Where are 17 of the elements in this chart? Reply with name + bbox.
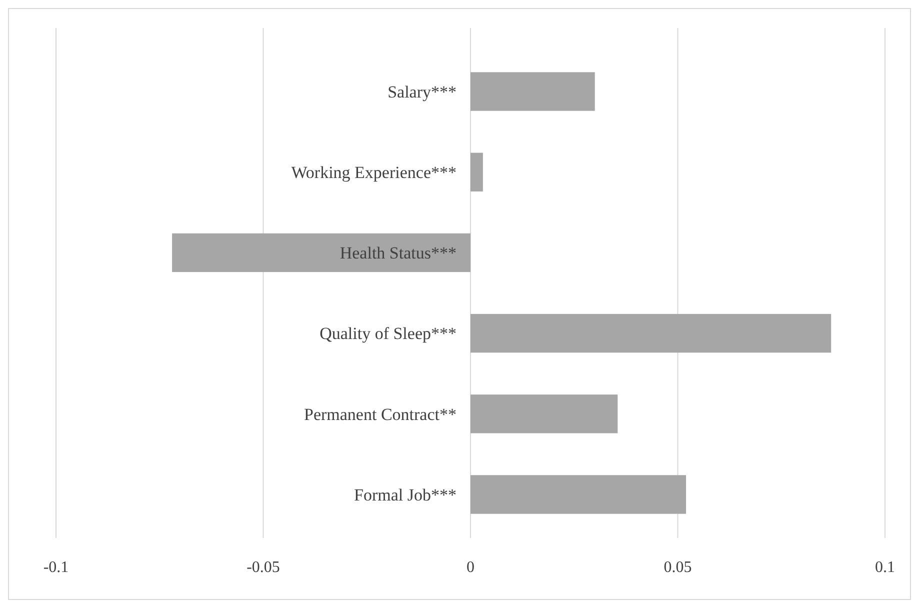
y-tick-label: Salary*** [388,82,456,102]
bar [470,72,595,111]
bar [470,314,832,353]
y-tick-label: Formal Job*** [354,485,456,504]
bar [172,233,470,272]
x-tick-label: 0.1 [875,559,895,576]
y-tick-label: Permanent Contract** [304,404,456,424]
x-tick-label: -0.1 [43,559,69,576]
bar [470,394,618,434]
y-tick-label: Working Experience*** [291,163,456,182]
x-tick-label: 0.05 [664,559,692,576]
y-tick-label: Health Status*** [340,244,456,263]
bar [470,152,483,192]
y-tick-label: Quality of Sleep*** [320,324,456,344]
x-tick-label: -0.05 [246,559,280,576]
x-tick-label: 0 [466,559,474,576]
bar [470,475,686,514]
